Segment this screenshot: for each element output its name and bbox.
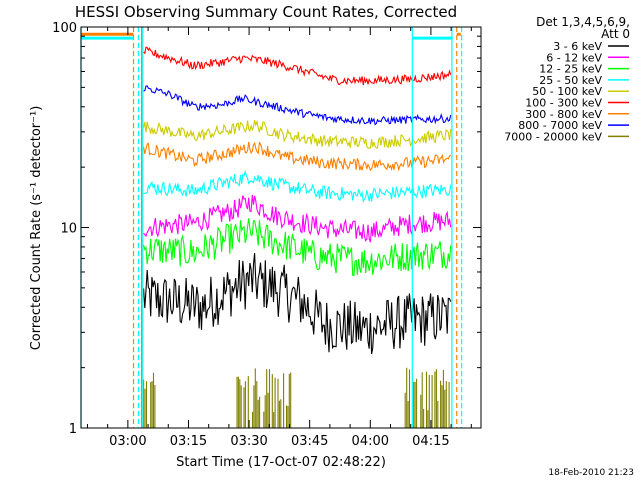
- y-tick-label: 10: [60, 222, 77, 237]
- y-axis-label: Corrected Count Rate (s⁻¹ detector⁻¹): [29, 106, 44, 351]
- legend-entry-label: 25 - 50 keV: [539, 74, 602, 87]
- plot-area: 1 10 100 03:00 03:15 03:30 03:45 04:00 04:15: [52, 21, 482, 449]
- y-tick-label: 100: [52, 21, 77, 36]
- series-line-3-6-kev: [143, 253, 452, 355]
- legend-attenuator-line: Att 0: [601, 27, 630, 41]
- series-line-25-50-kev: [143, 169, 452, 203]
- x-tick-label: 04:00: [352, 434, 389, 449]
- legend-entry-label: 100 - 300 keV: [525, 97, 602, 110]
- legend-entry-label: 50 - 100 keV: [532, 85, 602, 98]
- legend-entry-label: 300 - 800 keV: [525, 108, 602, 121]
- y-tick-label: 1: [69, 422, 77, 437]
- markers-layer: [80, 27, 463, 428]
- chart-title: HESSI Observing Summary Count Rates, Cor…: [75, 3, 457, 21]
- series-line-50-100-kev: [143, 119, 452, 149]
- legend-entry-label: 3 - 6 keV: [553, 40, 602, 53]
- series-line-100-300-kev: [143, 46, 452, 86]
- series-line-7000-20000-kev: [143, 367, 450, 428]
- legend-entry-label: 6 - 12 keV: [546, 51, 602, 64]
- x-tick-label: 03:00: [109, 434, 146, 449]
- plot-timestamp: 18-Feb-2010 21:23: [548, 468, 634, 478]
- legend-entry-label: 12 - 25 keV: [539, 63, 602, 76]
- legend-detector-line: Det 1,3,4,5,6,9,: [536, 15, 630, 29]
- series-line-12-25-kev: [143, 218, 452, 277]
- x-tick-label: 04:15: [412, 434, 449, 449]
- series-line-800-7000-kev: [143, 85, 452, 126]
- legend-entry-label: 800 - 7000 keV: [518, 119, 602, 132]
- x-tick-label: 03:15: [170, 434, 207, 449]
- x-tick-label: 03:30: [230, 434, 267, 449]
- series-layer: [143, 46, 452, 428]
- legend-entry-label: 7000 - 20000 keV: [504, 130, 602, 143]
- series-line-300-800-kev: [143, 141, 452, 172]
- x-axis-label: Start Time (17-Oct-07 02:48:22): [176, 455, 386, 470]
- series-line-6-12-kev: [143, 194, 452, 243]
- x-tick-label: 03:45: [291, 434, 328, 449]
- y-axis: 1 10 100: [52, 21, 481, 437]
- x-axis: 03:00 03:15 03:30 03:45 04:00 04:15: [86, 27, 472, 449]
